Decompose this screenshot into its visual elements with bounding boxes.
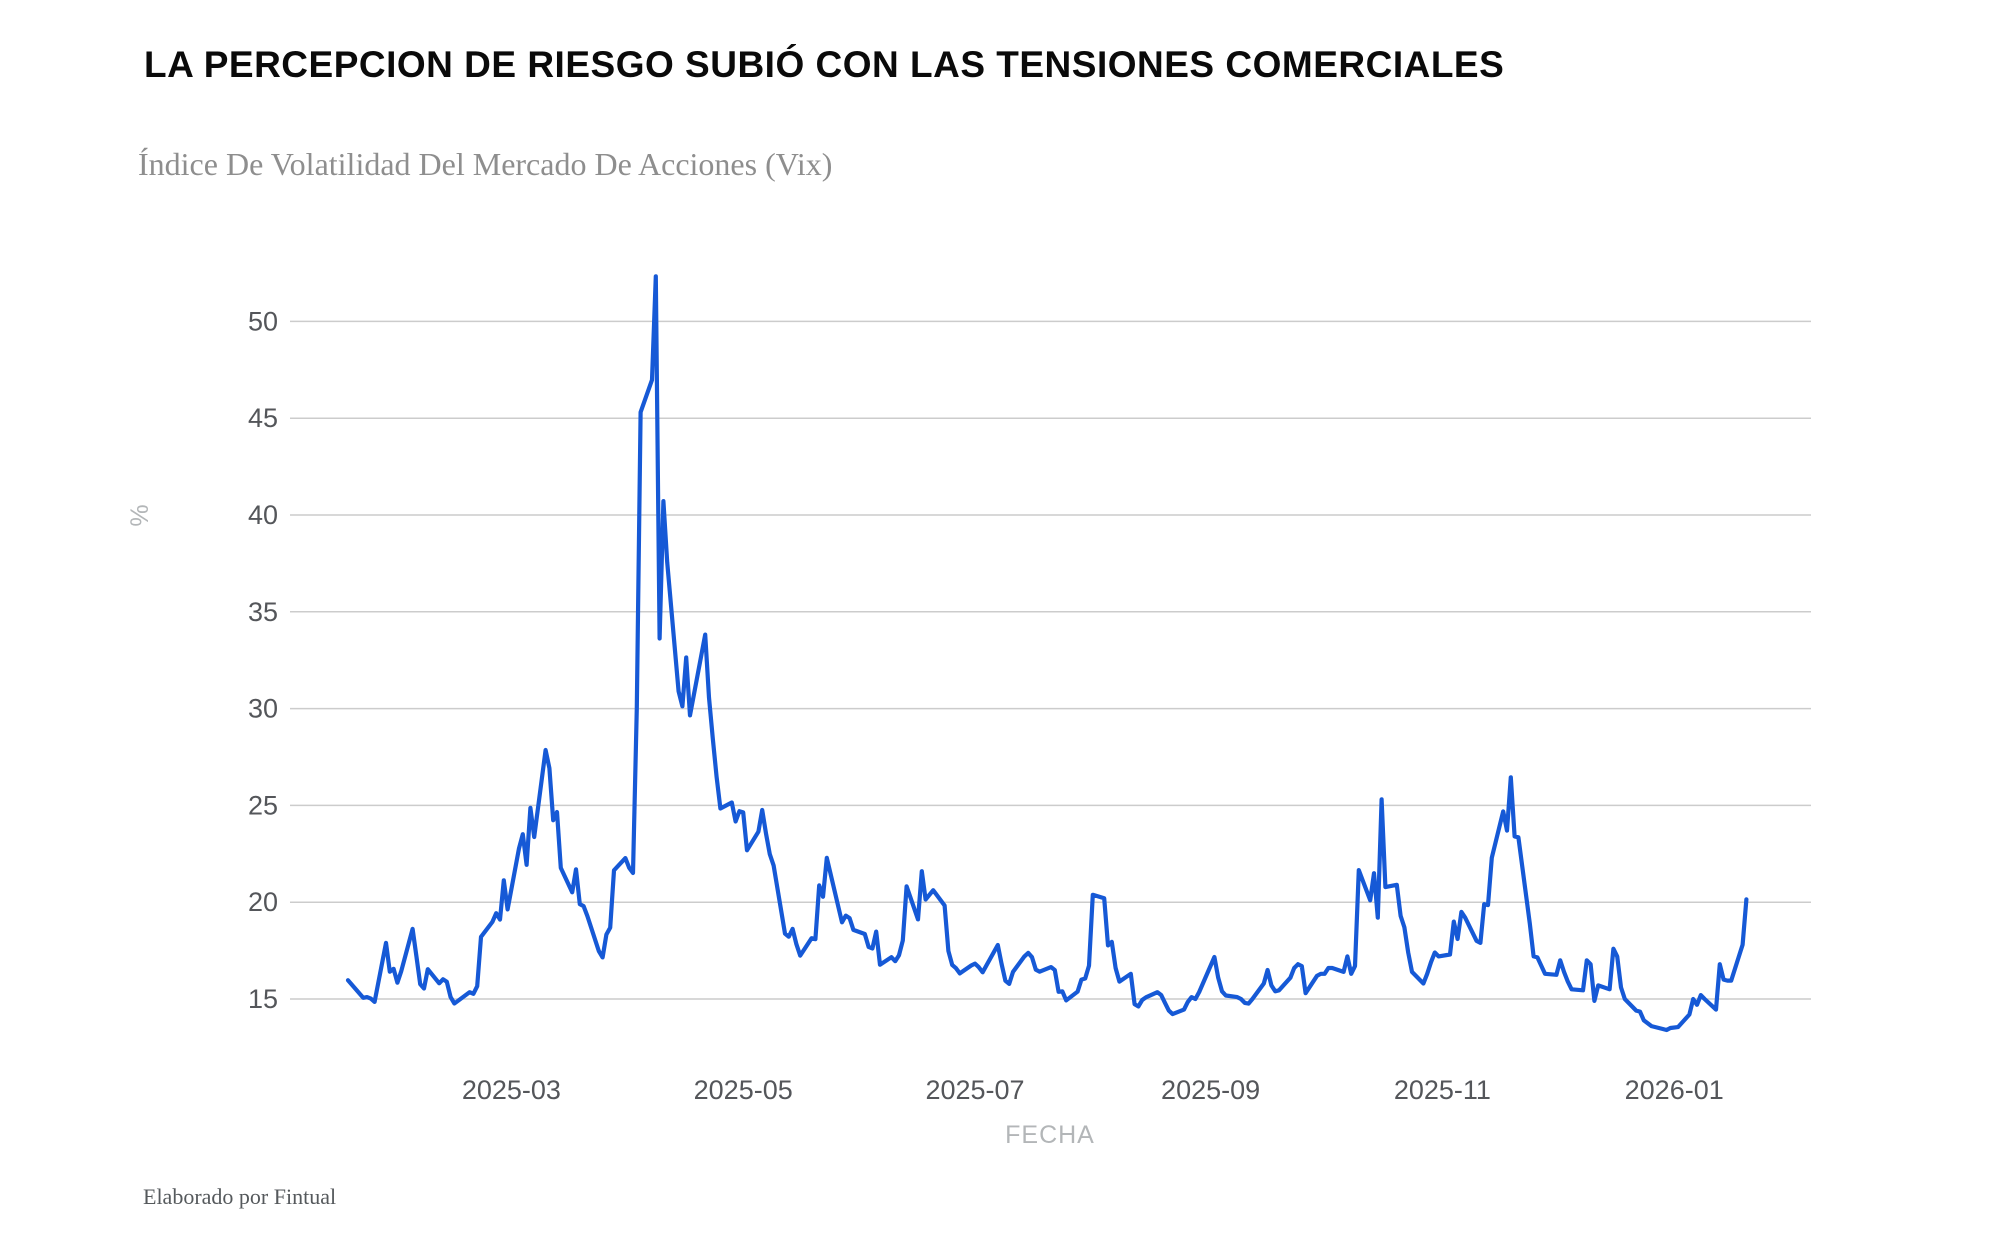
x-tick-label: 2025-07 xyxy=(925,1075,1024,1105)
x-axis-label: FECHA xyxy=(1005,1121,1095,1149)
x-tick-label: 2025-03 xyxy=(462,1075,561,1105)
y-tick-label: 35 xyxy=(248,597,278,627)
y-tick-label: 25 xyxy=(248,790,278,820)
chart-title: LA PERCEPCION DE RIESGO SUBIÓ CON LAS TE… xyxy=(144,44,1505,85)
chart-credit: Elaborado por Fintual xyxy=(143,1184,337,1209)
chart-subtitle: Índice De Volatilidad Del Mercado De Acc… xyxy=(138,146,833,182)
y-tick-label: 50 xyxy=(248,306,278,336)
x-tick-label: 2025-09 xyxy=(1161,1075,1260,1105)
vix-series-line xyxy=(345,274,1749,1033)
x-tick-label: 2026-01 xyxy=(1625,1075,1724,1105)
y-tick-label: 20 xyxy=(248,887,278,917)
y-tick-label: 30 xyxy=(248,694,278,724)
y-tick-label: 40 xyxy=(248,500,278,530)
y-axis-label: % xyxy=(126,503,154,526)
x-tick-label: 2025-11 xyxy=(1394,1075,1491,1105)
y-tick-label: 45 xyxy=(248,403,278,433)
y-tick-label: 15 xyxy=(248,984,278,1014)
x-tick-label: 2025-05 xyxy=(694,1075,793,1105)
